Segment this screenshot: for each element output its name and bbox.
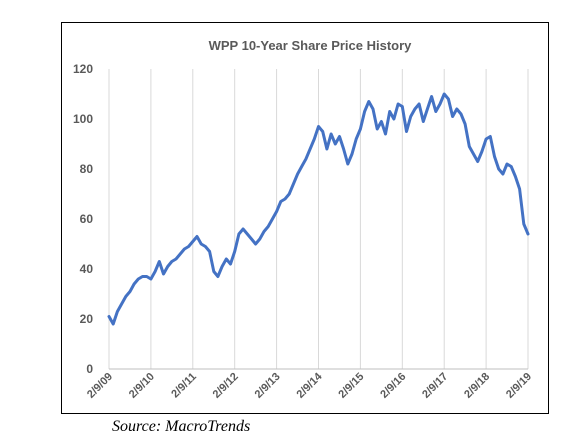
x-tick-label: 2/9/18 [462, 371, 492, 401]
x-tick-label: 2/9/15 [336, 371, 366, 401]
x-tick-label: 2/9/13 [253, 371, 283, 401]
chart-title: WPP 10-Year Share Price History [209, 38, 413, 53]
y-tick-label: 40 [80, 262, 94, 276]
x-tick-label: 2/9/14 [295, 370, 326, 401]
y-tick-label: 20 [80, 312, 94, 326]
price-chart: WPP 10-Year Share Price History 0 20 40 60 8… [73, 38, 534, 401]
source-note: Source: MacroTrends [112, 418, 251, 435]
y-tick-label: 80 [80, 162, 94, 176]
y-tick-label: 60 [80, 212, 94, 226]
series-line [107, 92, 530, 326]
x-tick-label: 2/9/19 [504, 371, 534, 401]
x-tick-label: 2/9/16 [378, 371, 408, 401]
x-tick-label: 2/9/12 [211, 371, 241, 401]
y-tick-label: 120 [73, 62, 93, 76]
x-tick-label: 2/9/10 [127, 371, 157, 401]
chart-frame: WPP 10-Year Share Price History 0 20 40 60 8… [61, 22, 549, 414]
y-tick-label: 100 [73, 112, 93, 126]
x-tick-label: 2/9/17 [420, 371, 450, 401]
x-tick-label: 2/9/11 [169, 371, 199, 401]
y-tick-label: 0 [86, 362, 93, 376]
